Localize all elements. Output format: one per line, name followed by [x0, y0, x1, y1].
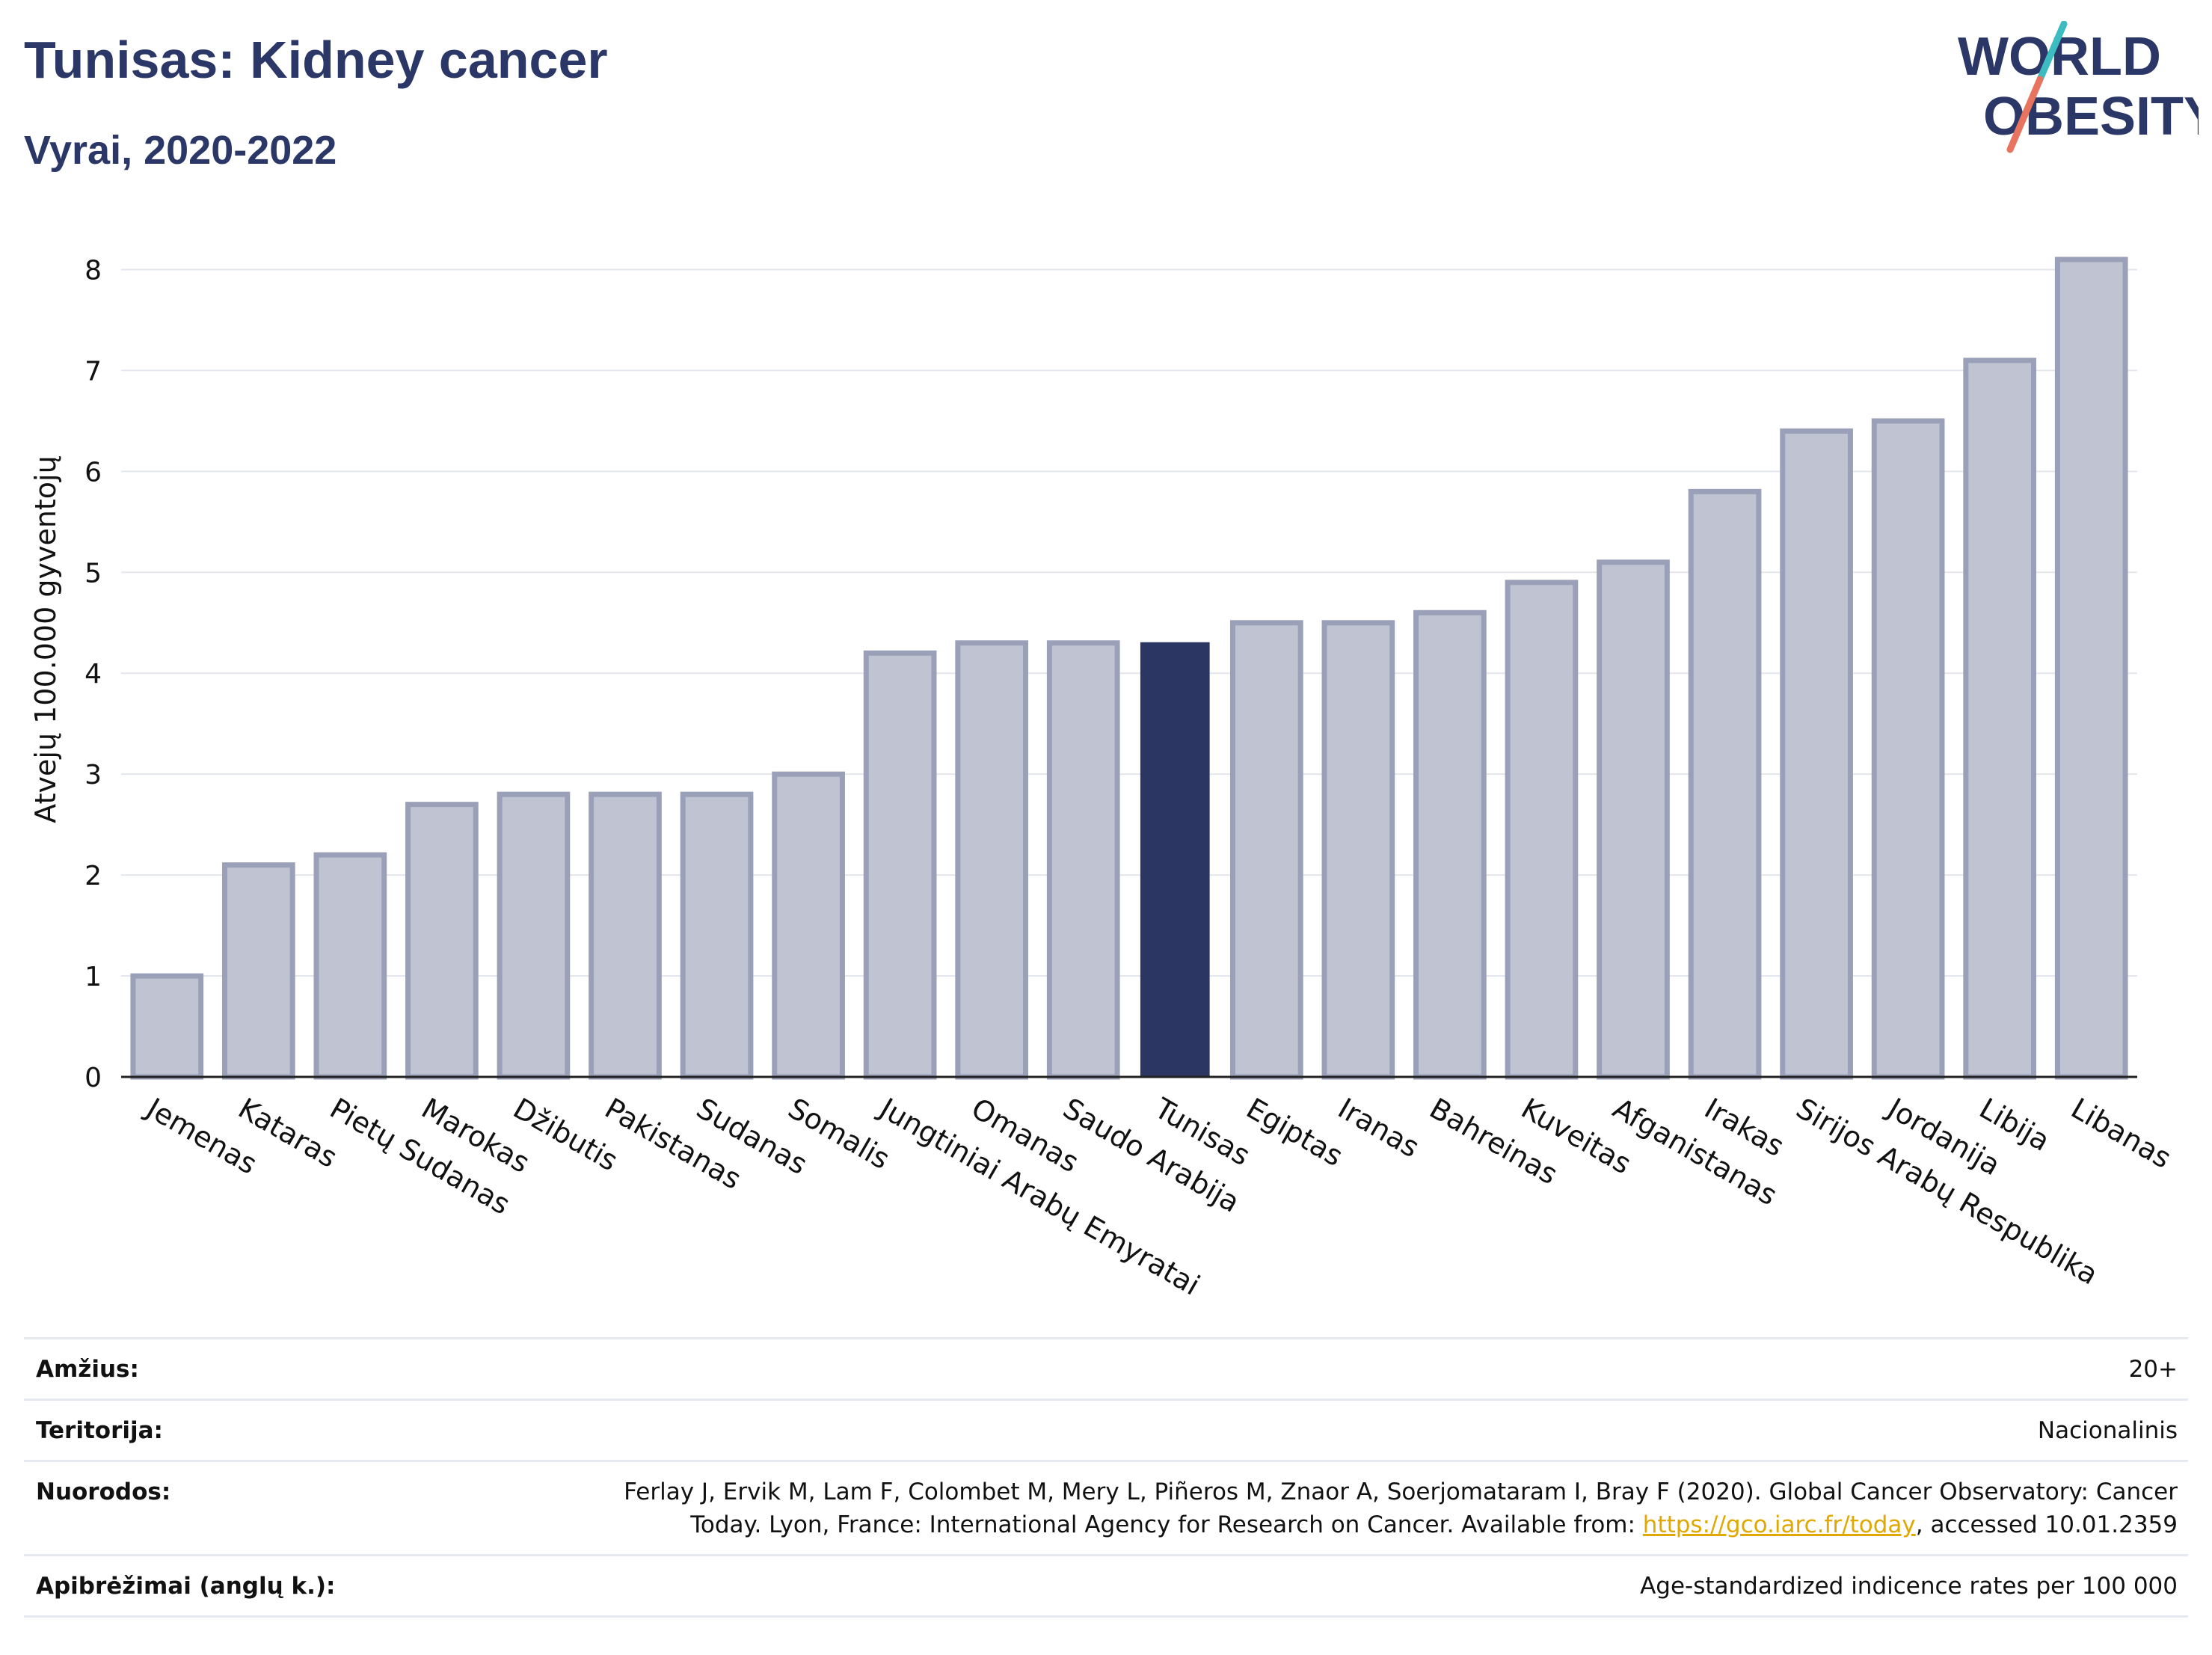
bar — [863, 650, 937, 1080]
references-link[interactable]: https://gco.iarc.fr/today — [1642, 1511, 1916, 1538]
territory-label: Teritorija: — [36, 1417, 163, 1444]
y-tick-label: 8 — [85, 255, 102, 286]
references-line-2: Today. Lyon, France: International Agenc… — [624, 1508, 2178, 1541]
bar — [1229, 620, 1303, 1080]
bar-highlighted — [1140, 642, 1210, 1078]
info-table-bottom-border — [24, 1615, 2188, 1618]
bar — [680, 791, 754, 1080]
world-obesity-logo: WORLD OBESITY — [1958, 21, 2199, 153]
bar — [955, 640, 1029, 1080]
y-tick-label: 2 — [85, 861, 102, 891]
references-line-1: Ferlay J, Ervik M, Lam F, Colombet M, Me… — [624, 1479, 2178, 1505]
logo-slash-coral — [2006, 76, 2044, 153]
y-tick-label: 4 — [85, 659, 102, 690]
bar — [405, 802, 479, 1080]
bar — [497, 791, 571, 1080]
bar — [1963, 357, 2037, 1080]
bar — [313, 852, 387, 1080]
bar — [1413, 610, 1487, 1080]
definitions-label: Apibrėžimai (anglų k.): — [36, 1573, 336, 1600]
references-line-2-suffix: , accessed 10.01.2359 — [1915, 1511, 2178, 1538]
references-line-2-prefix: Today. Lyon, France: International Agenc… — [690, 1511, 1643, 1538]
definitions-value: Age-standardized indicence rates per 100… — [1640, 1573, 2178, 1600]
bar — [130, 973, 204, 1080]
y-tick-label: 3 — [85, 760, 102, 790]
x-tick-label: Egiptas — [1241, 1092, 1348, 1173]
bar — [1505, 580, 1579, 1080]
age-label: Amžius: — [36, 1356, 139, 1383]
y-tick-label: 5 — [85, 558, 102, 589]
info-row-references: Nuorodos: Ferlay J, Ervik M, Lam F, Colo… — [24, 1460, 2188, 1555]
y-tick-label: 6 — [85, 457, 102, 488]
bar — [2054, 257, 2128, 1080]
bar — [1046, 640, 1120, 1080]
y-tick-label: 0 — [85, 1063, 102, 1093]
x-tick-label: Libanas — [2065, 1092, 2177, 1175]
bar — [1871, 418, 1945, 1080]
bar — [1688, 488, 1762, 1080]
bar — [589, 791, 662, 1080]
bar — [772, 771, 845, 1080]
bar — [1597, 559, 1670, 1080]
age-value: 20+ — [2128, 1356, 2178, 1383]
info-row-age: Amžius: 20+ — [24, 1337, 2188, 1399]
bar — [1780, 428, 1853, 1080]
info-row-territory: Teritorija: Nacionalinis — [24, 1398, 2188, 1461]
bar — [1321, 620, 1395, 1080]
territory-value: Nacionalinis — [2037, 1417, 2178, 1444]
chart-title: Tunisas: Kidney cancer — [24, 31, 608, 89]
references-text: Ferlay J, Ervik M, Lam F, Colombet M, Me… — [624, 1476, 2178, 1541]
info-row-definitions: Apibrėžimai (anglų k.): Age-standardized… — [24, 1554, 2188, 1616]
bar — [221, 862, 295, 1080]
x-tick-label: Iranas — [1333, 1092, 1425, 1164]
chart-subtitle: Vyrai, 2020-2022 — [24, 128, 337, 173]
references-label: Nuorodos: — [36, 1479, 171, 1505]
logo-slash-teal — [2036, 21, 2068, 83]
y-tick-label: 1 — [85, 962, 102, 992]
y-axis-label: Atvejų 100.000 gyventojų — [29, 455, 62, 823]
y-tick-label: 7 — [85, 356, 102, 387]
